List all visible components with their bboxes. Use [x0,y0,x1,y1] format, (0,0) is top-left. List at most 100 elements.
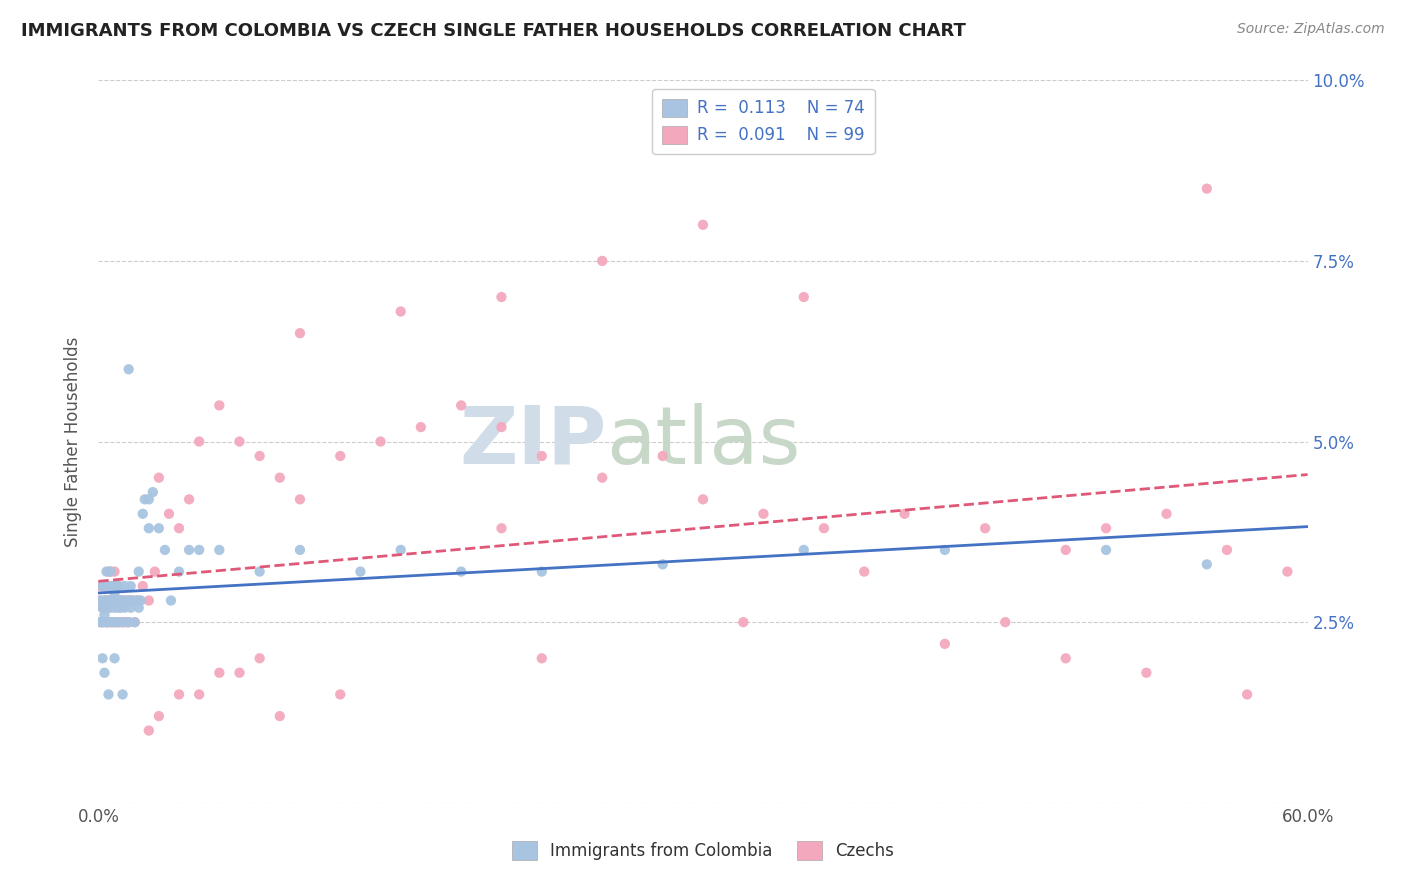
Point [138,723,160,738]
Point [110,615,132,630]
Point [128,600,150,615]
Point [1277,565,1299,579]
Point [103,615,125,630]
Point [994,615,1017,630]
Point [118,362,141,376]
Point [118,593,141,607]
Point [148,709,170,723]
Point [692,218,714,232]
Point [110,593,132,607]
Point [118,615,141,630]
Point [101,593,124,607]
Point [110,600,132,615]
Point [97,565,120,579]
Text: atlas: atlas [606,402,800,481]
Point [1135,665,1157,680]
Point [450,565,472,579]
Point [121,593,143,607]
Point [128,593,150,607]
Point [93,607,115,622]
Y-axis label: Single Father Households: Single Father Households [65,336,83,547]
Point [103,565,125,579]
Point [97,615,120,630]
Point [91,600,114,615]
Point [409,420,432,434]
Point [853,565,876,579]
Point [93,665,115,680]
Point [89,593,111,607]
Point [96,615,118,630]
Point [115,593,138,607]
Point [143,565,166,579]
Point [114,593,136,607]
Point [105,593,128,607]
Point [101,593,124,607]
Point [288,542,311,557]
Point [138,492,160,507]
Point [153,542,176,557]
Point [125,593,148,607]
Point [530,651,553,665]
Point [450,398,472,412]
Point [142,485,165,500]
Point [111,593,134,607]
Legend: Immigrants from Colombia, Czechs: Immigrants from Colombia, Czechs [505,835,901,867]
Point [121,593,143,607]
Point [111,615,134,630]
Point [157,507,180,521]
Point [114,579,136,593]
Point [389,304,412,318]
Point [120,593,142,607]
Point [100,565,122,579]
Point [179,492,201,507]
Point [97,579,120,593]
Point [100,593,122,607]
Point [105,615,128,630]
Point [208,398,231,412]
Point [96,615,118,630]
Point [107,615,129,630]
Point [188,542,211,557]
Point [105,579,128,593]
Point [793,290,815,304]
Point [349,565,371,579]
Point [329,687,352,701]
Text: IMMIGRANTS FROM COLOMBIA VS CZECH SINGLE FATHER HOUSEHOLDS CORRELATION CHART: IMMIGRANTS FROM COLOMBIA VS CZECH SINGLE… [21,22,966,40]
Point [249,565,271,579]
Point [107,600,129,615]
Point [692,492,714,507]
Point [491,290,513,304]
Point [93,593,115,607]
Point [89,615,111,630]
Point [91,579,114,593]
Point [91,600,114,615]
Text: ZIP: ZIP [458,402,606,481]
Point [148,521,170,535]
Point [934,637,956,651]
Point [288,326,311,340]
Point [1236,687,1258,701]
Point [89,593,111,607]
Point [93,579,115,593]
Point [101,579,124,593]
Point [93,615,115,630]
Point [110,593,132,607]
Point [167,687,190,701]
Point [530,449,553,463]
Point [97,593,120,607]
Point [228,665,250,680]
Point [269,471,291,485]
Point [128,565,150,579]
Point [1095,542,1118,557]
Point [188,434,211,449]
Point [89,579,111,593]
Point [530,565,553,579]
Point [120,600,142,615]
Point [115,615,138,630]
Point [125,593,148,607]
Point [103,651,125,665]
Point [793,542,815,557]
Point [107,593,129,607]
Point [107,579,129,593]
Text: Source: ZipAtlas.com: Source: ZipAtlas.com [1237,22,1385,37]
